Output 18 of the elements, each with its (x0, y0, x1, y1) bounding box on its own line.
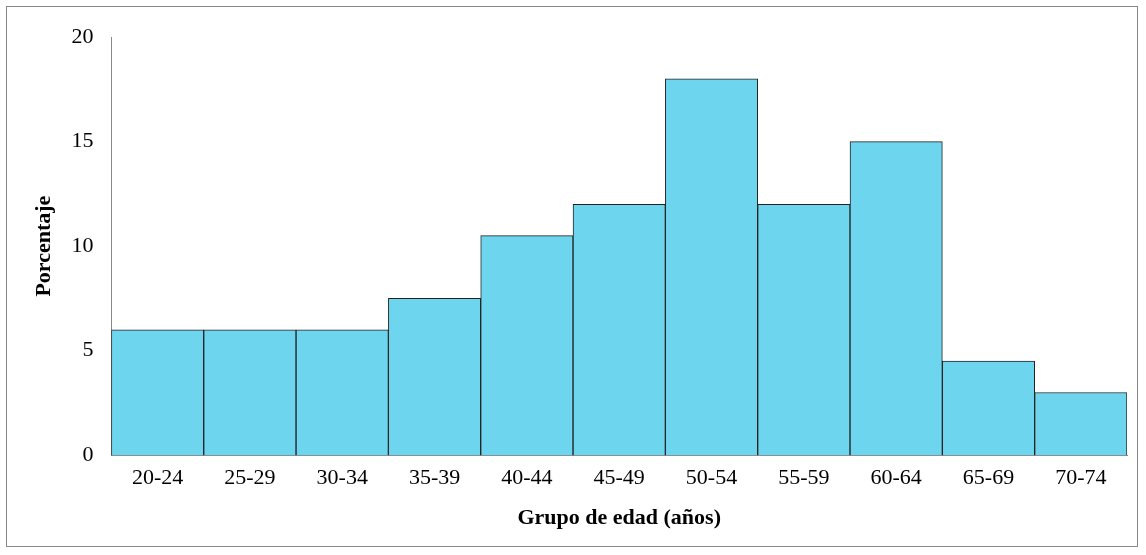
x-tick-label: 55-59 (778, 464, 830, 490)
y-tick-label: 15 (71, 127, 94, 153)
x-tick-label: 65-69 (962, 464, 1015, 490)
x-tick-label: 60-64 (870, 464, 922, 490)
y-tick-label: 10 (71, 231, 94, 257)
x-tick-label: 25-29 (224, 464, 276, 490)
x-tick-label: 45-49 (593, 464, 645, 490)
x-tick-label: 40-44 (501, 464, 553, 490)
x-axis-title: Grupo de edad (años) (517, 504, 721, 530)
x-tick-label: 35-39 (408, 464, 461, 490)
x-tick-label: 30-34 (316, 464, 368, 490)
y-axis-title: Porcentaje (29, 195, 55, 297)
y-tick-label: 20 (71, 22, 94, 48)
x-tick-label: 20-24 (131, 464, 184, 490)
y-tick-label: 5 (82, 336, 94, 362)
x-tick-label: 50-54 (685, 464, 738, 490)
x-tick-label: 70-74 (1055, 464, 1107, 490)
y-tick-label: 0 (82, 440, 94, 466)
